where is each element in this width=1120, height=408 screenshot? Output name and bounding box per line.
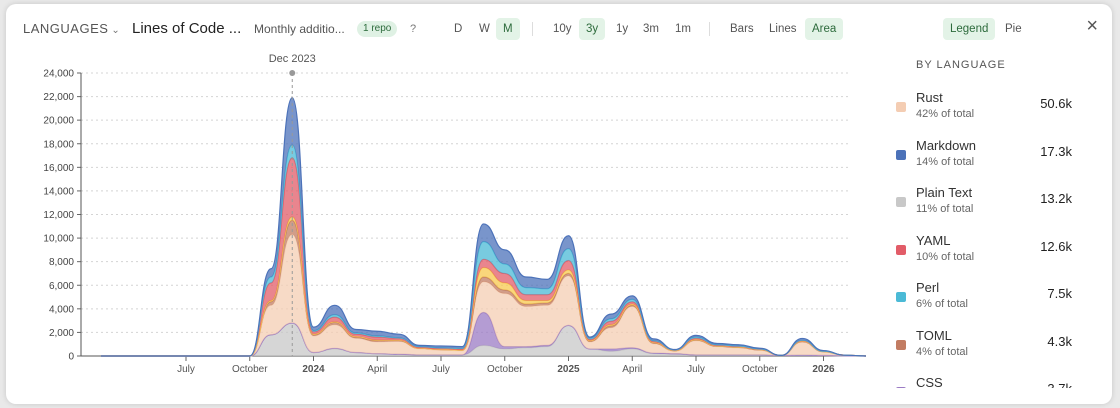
x-tick-label: 2025 <box>557 364 580 375</box>
legend-value: 3.7k <box>1047 381 1072 388</box>
legend-swatch <box>896 197 906 207</box>
y-tick-label: 10,000 <box>43 234 74 245</box>
x-tick-label: 2026 <box>812 364 835 375</box>
legend-heading: BY LANGUAGE <box>916 59 1006 71</box>
area-series <box>101 97 866 357</box>
legend-swatch <box>896 339 906 350</box>
divider <box>532 22 533 36</box>
legend-item[interactable]: CSS 3.7k <box>896 375 1086 388</box>
x-tick-label: 2024 <box>302 364 325 375</box>
legend-name: Markdown <box>916 137 976 153</box>
y-tick-label: 22,000 <box>43 92 74 103</box>
area-chart[interactable]: 0 2,000 4,000 6,000 8,000 10,000 12,000 14,000 1… <box>6 49 866 389</box>
legend-item[interactable]: Markdown 14% of total 17.3k <box>896 138 1086 178</box>
legend-value: 17.3k <box>1040 143 1072 159</box>
legend-percent: 10% of total <box>916 250 975 263</box>
granularity-week-button[interactable]: W <box>479 23 490 35</box>
range-3y-button[interactable]: 3y <box>579 18 606 40</box>
help-icon[interactable]: ? <box>410 23 417 35</box>
legend-item[interactable]: Plain Text 11% of total 13.2k <box>896 185 1086 225</box>
granularity-day-button[interactable]: D <box>454 23 463 35</box>
y-tick-label: 16,000 <box>43 163 74 174</box>
legend-name: CSS <box>916 375 943 388</box>
legend-item[interactable]: YAML 10% of total 12.6k <box>896 233 1086 273</box>
series-line <box>100 97 866 357</box>
hover-dot <box>289 70 296 76</box>
y-tick-label: 4,000 <box>49 304 74 315</box>
x-tick-label: April <box>622 364 642 375</box>
legend-swatch <box>896 149 906 160</box>
x-tick-label: April <box>367 364 387 375</box>
x-tick-label: October <box>742 364 778 375</box>
y-tick-label: 0 <box>68 352 74 363</box>
y-tick-label: 24,000 <box>43 69 74 80</box>
toolbar: LANGUAGES ⌄ Lines of Code ... Monthly add… <box>6 15 1112 44</box>
legend-value: 12.6k <box>1040 238 1072 254</box>
legend-name: TOML <box>916 327 952 343</box>
legend-name: Plain Text <box>916 185 973 200</box>
area-series <box>101 144 866 357</box>
range-1m-button[interactable]: 1m <box>675 23 691 35</box>
area-series <box>101 234 866 357</box>
y-tick-label: 18,000 <box>43 139 74 150</box>
y-tick-label: 8,000 <box>49 257 74 268</box>
range-1y-button[interactable]: 1y <box>616 23 629 35</box>
y-tick-label: 14,000 <box>43 186 74 197</box>
legend-percent: 14% of total <box>916 155 975 168</box>
languages-dropdown[interactable]: LANGUAGES ⌄ <box>23 18 120 40</box>
range-10y-button[interactable]: 10y <box>553 23 572 35</box>
granularity-month-button[interactable]: M <box>496 18 520 40</box>
legend-name: Rust <box>916 90 943 105</box>
metric-dropdown[interactable]: Monthly additio... <box>254 22 345 36</box>
chart-panel: LANGUAGES ⌄ Lines of Code ... Monthly add… <box>6 4 1112 404</box>
y-tick-label: 12,000 <box>43 210 74 221</box>
range-3m-button[interactable]: 3m <box>643 23 659 35</box>
legend-name: YAML <box>916 232 951 248</box>
view-pie-button[interactable]: Pie <box>1005 23 1022 35</box>
chart-title: Lines of Code ... <box>132 20 242 37</box>
legend-swatch <box>896 244 906 255</box>
legend-value: 50.6k <box>1040 96 1072 111</box>
x-tick-label: July <box>432 364 450 375</box>
x-tick-label: July <box>687 364 705 375</box>
chart-type-area-button[interactable]: Area <box>805 18 844 40</box>
languages-label: LANGUAGES <box>23 21 109 36</box>
view-legend-button[interactable]: Legend <box>943 18 996 40</box>
legend-percent: 4% of total <box>916 345 968 358</box>
x-tick-label: October <box>232 364 268 375</box>
legend-name: Perl <box>916 280 940 295</box>
chevron-down-icon: ⌄ <box>111 25 121 36</box>
chart-type-bars-button[interactable]: Bars <box>730 23 754 35</box>
hover-label: Dec 2023 <box>269 53 316 65</box>
y-tick-label: 6,000 <box>49 281 74 292</box>
y-tick-label: 2,000 <box>49 328 74 339</box>
x-tick-label: October <box>487 364 523 375</box>
legend-item[interactable]: Perl 6% of total 7.5k <box>896 280 1086 320</box>
legend-swatch <box>896 292 906 302</box>
legend-swatch <box>896 102 906 112</box>
x-tick-label: July <box>177 364 195 375</box>
legend-value: 7.5k <box>1047 286 1072 301</box>
y-tick-label: 20,000 <box>43 116 74 127</box>
legend-item[interactable]: Rust 42% of total 50.6k <box>896 90 1086 130</box>
legend-percent: 6% of total <box>916 298 968 310</box>
area-series <box>101 312 866 357</box>
repo-badge[interactable]: 1 repo <box>357 21 398 37</box>
divider <box>709 22 710 36</box>
legend-swatch <box>896 387 906 388</box>
legend-value: 13.2k <box>1040 191 1072 206</box>
legend-item[interactable]: TOML 4% of total 4.3k <box>896 328 1086 368</box>
legend-percent: 42% of total <box>916 108 975 120</box>
legend-value: 4.3k <box>1047 333 1072 349</box>
legend-panel: BY LANGUAGE Rust 42% of total 50.6k Markdow… <box>896 48 1086 388</box>
close-icon[interactable]: × <box>1086 15 1098 37</box>
legend-percent: 11% of total <box>916 203 974 215</box>
chart-type-lines-button[interactable]: Lines <box>769 23 797 35</box>
